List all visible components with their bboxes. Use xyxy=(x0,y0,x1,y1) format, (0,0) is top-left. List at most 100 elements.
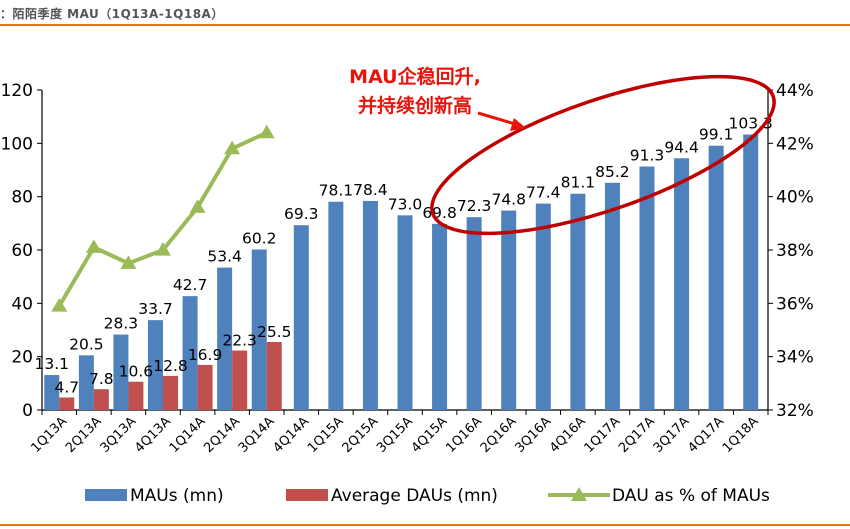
legend-label-pct: DAU as % of MAUs xyxy=(612,486,770,506)
dau-data-label: 7.8 xyxy=(89,370,114,388)
right-tick-label: 34% xyxy=(776,348,814,368)
x-tick-label: 2Q14A xyxy=(201,414,243,456)
mau-data-label: 53.4 xyxy=(207,248,242,266)
dau-pct-marker xyxy=(85,239,102,253)
mau-bar xyxy=(535,203,551,410)
mau-data-label: 81.1 xyxy=(561,174,596,192)
line-marks xyxy=(51,124,275,312)
left-tick-label: 120 xyxy=(1,81,33,101)
mau-data-label: 33.7 xyxy=(138,300,173,318)
annotation: MAU企稳回升, 并持续创新高 xyxy=(349,65,776,236)
mau-bar xyxy=(362,200,378,410)
mau-bar xyxy=(397,215,413,410)
mau-data-label: 78.1 xyxy=(319,182,354,200)
mau-data-label: 77.4 xyxy=(526,184,561,202)
dau-pct-marker xyxy=(224,140,241,155)
mau-bar xyxy=(570,193,586,410)
mau-bar xyxy=(466,217,482,410)
mau-bar xyxy=(501,210,517,410)
right-tick-label: 42% xyxy=(776,134,814,154)
annotation-arrow-shaft xyxy=(477,111,516,126)
dau-pct-line xyxy=(57,130,268,308)
x-tick-label: 2Q15A xyxy=(340,414,382,456)
x-tick-label: 4Q17A xyxy=(685,414,727,456)
mau-data-label: 72.3 xyxy=(457,197,492,215)
mau-bar xyxy=(293,225,309,410)
right-tick-label: 38% xyxy=(776,241,814,261)
x-tick-label: 3Q15A xyxy=(374,414,416,456)
mau-bar xyxy=(148,320,163,410)
dau-bar xyxy=(197,364,213,410)
mau-data-label: 28.3 xyxy=(104,315,139,333)
dau-data-label: 16.9 xyxy=(188,346,223,364)
left-tick-label: 40 xyxy=(11,294,33,314)
left-tick-label: 100 xyxy=(1,134,33,154)
annotation-arrow-head xyxy=(510,118,526,131)
data-labels: 13.1 20.528.333.742.7 53.460.2 69.378.1 78.4… xyxy=(35,115,773,397)
right-tick-label: 36% xyxy=(776,294,814,314)
mau-data-label: 99.1 xyxy=(699,126,734,144)
mau-bar xyxy=(217,267,233,410)
dau-pct-marker xyxy=(189,199,206,213)
legend-label-mau: MAUs (mn) xyxy=(130,486,224,506)
mau-bar xyxy=(639,166,655,410)
mau-data-label: 69.3 xyxy=(284,205,319,223)
mau-bar xyxy=(182,296,198,410)
x-tick-label: 3Q14A xyxy=(236,414,278,456)
mau-bar xyxy=(78,355,94,410)
mau-data-label: 94.4 xyxy=(664,138,699,156)
dau-bar xyxy=(59,397,75,410)
mau-data-label: 91.3 xyxy=(630,147,665,165)
dau-data-label: 12.8 xyxy=(153,357,188,375)
x-tick-label: 4Q16A xyxy=(547,414,589,456)
x-tick-label: 1Q15A xyxy=(305,414,347,456)
mau-bar xyxy=(604,182,620,410)
annotation-text-line1: MAU企稳回升, xyxy=(349,65,481,88)
dau-data-label: 22.3 xyxy=(222,332,257,350)
mau-data-label: 85.2 xyxy=(595,163,630,181)
x-tick-label: 2Q16A xyxy=(478,414,520,456)
dau-bar xyxy=(163,375,178,410)
legend: MAUs (mn) Average DAUs (mn) DAU as % of MA… xyxy=(85,486,770,506)
mau-data-label: 73.0 xyxy=(388,195,423,213)
right-tick-label: 40% xyxy=(776,188,814,208)
dau-bar xyxy=(128,381,144,410)
dau-pct-marker xyxy=(120,255,137,269)
right-tick-label: 44% xyxy=(776,81,814,101)
mau-data-label: 69.8 xyxy=(422,204,457,222)
left-tick-label: 60 xyxy=(11,241,33,261)
dau-bar xyxy=(266,342,282,410)
dau-bar xyxy=(93,389,109,410)
x-tick-label: 2Q17A xyxy=(616,414,658,456)
left-tick-label: 20 xyxy=(11,348,33,368)
mau-bar xyxy=(708,145,724,410)
figure-title-bar: ：陌陌季度 MAU（1Q13A-1Q18A） xyxy=(0,0,850,26)
mau-data-label: 74.8 xyxy=(491,191,526,209)
legend-label-dau: Average DAUs (mn) xyxy=(331,486,498,506)
legend-swatch-marker xyxy=(571,487,587,501)
dau-data-label: 25.5 xyxy=(257,323,292,341)
x-tick-label: 3Q17A xyxy=(651,414,693,456)
highlight-ellipse xyxy=(430,74,776,236)
dau-pct-marker xyxy=(258,124,275,139)
dau-data-label: 4.7 xyxy=(54,378,79,396)
left-tick-label: 80 xyxy=(11,188,33,208)
x-tick-label: 1Q14A xyxy=(167,414,209,456)
mau-bar xyxy=(251,249,267,410)
x-tick-label: 2Q13A xyxy=(63,414,105,456)
figure-title: ：陌陌季度 MAU（1Q13A-1Q18A） xyxy=(0,7,224,21)
x-tick-label: 4Q15A xyxy=(409,414,451,456)
x-tick-label: 3Q16A xyxy=(512,414,554,456)
legend-swatch-dau xyxy=(286,489,328,501)
mau-data-label: 78.4 xyxy=(353,181,388,199)
mau-bar xyxy=(674,158,690,410)
bar-marks xyxy=(44,134,759,411)
x-tick-label: 4Q13A xyxy=(132,414,174,456)
dau-bar xyxy=(232,350,248,410)
mau-data-label: 20.5 xyxy=(69,335,104,353)
mau-bar xyxy=(113,334,129,410)
mau-bar xyxy=(44,375,60,410)
mau-bar xyxy=(743,134,759,411)
x-tick-label: 4Q14A xyxy=(270,414,312,456)
x-tick-label: 1Q13A xyxy=(28,414,70,456)
